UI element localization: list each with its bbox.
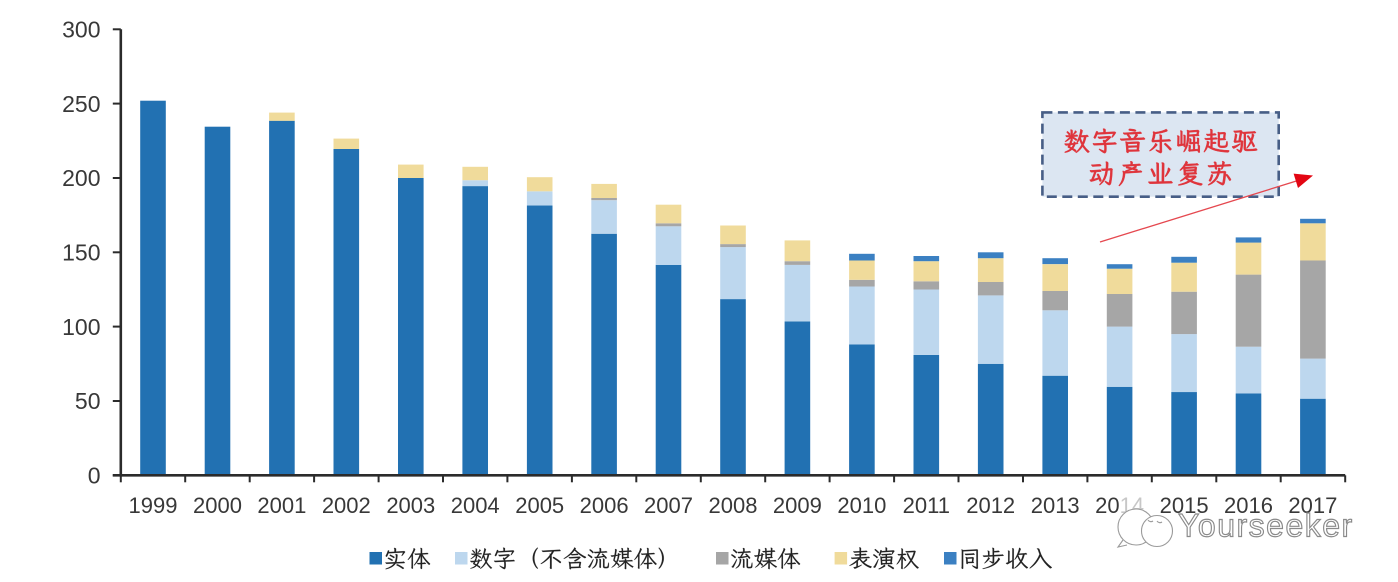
svg-text:2001: 2001 [257, 493, 306, 518]
svg-text:2009: 2009 [773, 493, 822, 518]
svg-text:2012: 2012 [966, 493, 1015, 518]
svg-text:2010: 2010 [837, 493, 886, 518]
svg-text:2005: 2005 [515, 493, 564, 518]
svg-text:2011: 2011 [903, 493, 950, 518]
svg-text:2002: 2002 [322, 493, 371, 518]
svg-text:2007: 2007 [644, 493, 693, 518]
svg-text:2008: 2008 [709, 493, 758, 518]
svg-text:50: 50 [75, 388, 101, 414]
svg-text:2017: 2017 [1288, 493, 1337, 518]
svg-text:2000: 2000 [193, 493, 242, 518]
svg-text:2006: 2006 [580, 493, 629, 518]
svg-text:1999: 1999 [129, 493, 178, 518]
svg-text:0: 0 [88, 463, 101, 489]
svg-text:100: 100 [62, 314, 100, 340]
svg-text:250: 250 [62, 91, 100, 117]
svg-text:2015: 2015 [1160, 493, 1209, 518]
svg-text:2016: 2016 [1224, 493, 1273, 518]
svg-text:200: 200 [62, 165, 100, 191]
svg-text:2013: 2013 [1031, 493, 1080, 518]
svg-text:150: 150 [62, 240, 100, 266]
svg-text:2004: 2004 [451, 493, 500, 518]
svg-text:Yourseeker: Yourseeker [1178, 508, 1354, 544]
svg-text:2003: 2003 [386, 493, 435, 518]
svg-text:300: 300 [62, 17, 100, 43]
